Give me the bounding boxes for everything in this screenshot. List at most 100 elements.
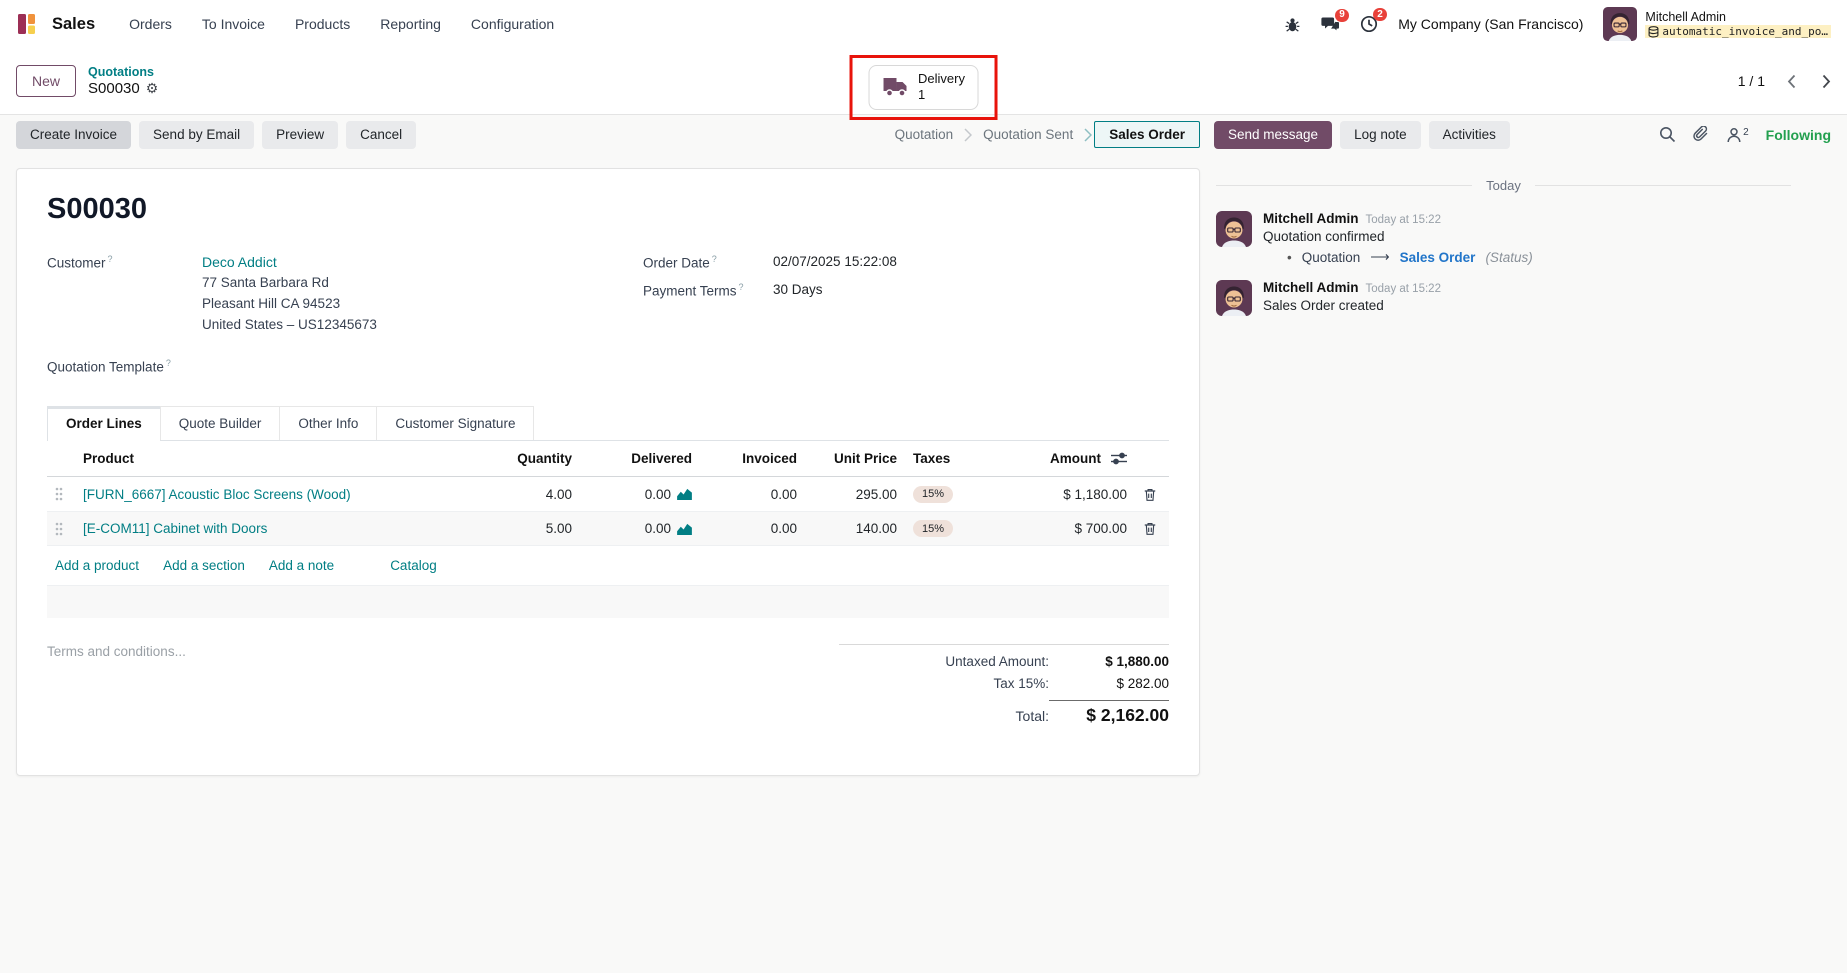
amount-cell: $ 1,180.00 — [1000, 476, 1135, 512]
company-switcher[interactable]: My Company (San Francisco) — [1398, 16, 1584, 32]
help-icon[interactable]: ? — [738, 281, 744, 292]
attachments-paperclip-icon[interactable] — [1693, 126, 1709, 143]
add-note-link[interactable]: Add a note — [268, 558, 335, 574]
col-delivered: Delivered — [580, 441, 700, 478]
app-name[interactable]: Sales — [52, 14, 96, 33]
tax-badge[interactable]: 15% — [913, 520, 954, 538]
col-quantity: Quantity — [485, 441, 580, 478]
tax-badge[interactable]: 15% — [913, 485, 954, 503]
status-sales-order[interactable]: Sales Order — [1094, 121, 1200, 148]
message-author: Mitchell Admin — [1263, 211, 1359, 226]
pager-next-icon[interactable] — [1822, 74, 1831, 89]
action-gear-icon[interactable]: ⚙ — [145, 80, 159, 96]
preview-button[interactable]: Preview — [262, 120, 339, 149]
quantity-cell[interactable]: 4.00 — [485, 476, 580, 512]
annotation-highlight-box: Delivery 1 — [849, 55, 998, 120]
unit-price-cell[interactable]: 140.00 — [805, 511, 905, 547]
terms-placeholder[interactable]: Terms and conditions... — [47, 644, 186, 660]
breadcrumb: Quotations S00030 ⚙ — [88, 65, 158, 97]
customer-link[interactable]: Deco Addict — [202, 254, 277, 270]
delivered-cell[interactable]: 0.00 — [644, 521, 671, 537]
help-icon[interactable]: ? — [107, 254, 113, 264]
forecast-chart-icon[interactable] — [677, 488, 692, 501]
col-product: Product — [75, 441, 485, 478]
messages-icon[interactable]: 9 — [1321, 8, 1350, 33]
tax-label: Tax 15%: — [993, 676, 1049, 692]
product-link[interactable]: [FURN_6667] Acoustic Bloc Screens (Wood) — [83, 486, 351, 502]
sales-app-icon[interactable] — [16, 11, 42, 37]
order-lines-table: Product Quantity Delivered Invoiced Unit… — [47, 441, 1169, 547]
message-avatar — [1216, 280, 1252, 316]
order-title: S00030 — [47, 193, 147, 225]
messages-badge: 9 — [1334, 8, 1350, 22]
col-unit-price: Unit Price — [805, 441, 905, 478]
menu-orders[interactable]: Orders — [129, 16, 172, 32]
order-line-row[interactable]: [FURN_6667] Acoustic Bloc Screens (Wood)… — [47, 476, 1169, 512]
help-icon[interactable]: ? — [711, 254, 717, 264]
chatter-panel: Today Mitchell Admin Today at 15:22 Quot… — [1216, 168, 1831, 331]
cancel-button[interactable]: Cancel — [346, 120, 417, 149]
send-message-button[interactable]: Send message — [1214, 120, 1333, 149]
status-quotation-sent[interactable]: Quotation Sent — [983, 127, 1074, 142]
user-menu[interactable]: Mitchell Admin automatic_invoice_and_po… — [1603, 7, 1831, 41]
delivery-count: 1 — [918, 87, 926, 103]
tax-value: $ 282.00 — [1116, 676, 1169, 692]
customer-address: 77 Santa Barbara Rd Pleasant Hill CA 945… — [202, 275, 377, 332]
help-icon[interactable]: ? — [165, 357, 171, 368]
status-quotation[interactable]: Quotation — [894, 127, 954, 142]
following-toggle[interactable]: Following — [1765, 126, 1831, 143]
quantity-cell[interactable]: 5.00 — [485, 511, 580, 547]
add-product-link[interactable]: Add a product — [55, 558, 140, 574]
chevron-right-icon — [964, 127, 973, 142]
send-by-email-button[interactable]: Send by Email — [139, 120, 255, 149]
breadcrumb-quotations-link[interactable]: Quotations — [88, 65, 154, 79]
sales-order-sheet: S00030 Customer? Deco Addict 77 Santa Ba… — [16, 168, 1200, 776]
delivery-smart-button[interactable]: Delivery 1 — [868, 65, 979, 110]
delete-line-icon[interactable] — [1143, 487, 1161, 502]
table-header-row: Product Quantity Delivered Invoiced Unit… — [47, 441, 1169, 478]
menu-reporting[interactable]: Reporting — [380, 16, 441, 32]
menu-products[interactable]: Products — [294, 16, 351, 32]
log-note-button[interactable]: Log note — [1340, 120, 1421, 149]
menu-configuration[interactable]: Configuration — [470, 16, 555, 32]
activities-clock-icon[interactable]: 2 — [1360, 8, 1388, 33]
pager-count: 1 / 1 — [1737, 73, 1765, 89]
amount-cell: $ 700.00 — [1000, 511, 1135, 547]
optional-columns-icon[interactable] — [1111, 452, 1127, 465]
delivered-cell[interactable]: 0.00 — [644, 486, 671, 502]
unit-price-cell[interactable]: 295.00 — [805, 476, 905, 512]
tab-customer-signature[interactable]: Customer Signature — [376, 406, 535, 441]
chevron-right-icon — [1084, 127, 1093, 142]
menu-to-invoice[interactable]: To Invoice — [201, 16, 265, 32]
tab-quote-builder[interactable]: Quote Builder — [159, 406, 281, 441]
drag-handle-icon[interactable] — [55, 487, 67, 501]
tab-other-info[interactable]: Other Info — [279, 406, 378, 441]
activities-button[interactable]: Activities — [1428, 120, 1510, 149]
drag-handle-icon[interactable] — [55, 522, 67, 536]
tab-order-lines[interactable]: Order Lines — [47, 406, 161, 442]
payment-terms-field[interactable]: 30 Days — [773, 281, 823, 297]
create-invoice-button[interactable]: Create Invoice — [16, 120, 132, 149]
debug-bug-icon[interactable] — [1284, 16, 1301, 33]
search-messages-icon[interactable] — [1659, 126, 1676, 143]
followers-count: 2 — [1743, 126, 1749, 138]
new-button[interactable]: New — [16, 65, 77, 97]
order-date-field[interactable]: 02/07/2025 15:22:08 — [773, 254, 897, 269]
delete-line-icon[interactable] — [1143, 521, 1161, 536]
totals-block: Untaxed Amount: $ 1,880.00 Tax 15%: $ 28… — [839, 644, 1169, 730]
followers-icon[interactable]: 2 — [1726, 127, 1749, 143]
untaxed-amount-label: Untaxed Amount: — [945, 654, 1049, 670]
top-navbar: Sales Orders To Invoice Products Reporti… — [0, 0, 1847, 48]
product-link[interactable]: [E-COM11] Cabinet with Doors — [83, 521, 268, 537]
add-section-link[interactable]: Add a section — [163, 558, 245, 574]
chatter-message: Mitchell Admin Today at 15:22 Sales Orde… — [1216, 280, 1791, 316]
payment-terms-label: Payment Terms? — [643, 281, 744, 299]
empty-list-stripe — [47, 586, 1169, 619]
forecast-chart-icon[interactable] — [677, 523, 692, 535]
catalog-link[interactable]: Catalog — [390, 558, 437, 574]
pager-previous-icon[interactable] — [1787, 74, 1796, 89]
statusbar: Quotation Quotation Sent Sales Order — [886, 121, 1200, 148]
truck-icon — [883, 78, 907, 97]
user-name: Mitchell Admin — [1645, 10, 1727, 24]
order-line-row[interactable]: [E-COM11] Cabinet with Doors 5.00 0.00 0… — [47, 511, 1169, 547]
